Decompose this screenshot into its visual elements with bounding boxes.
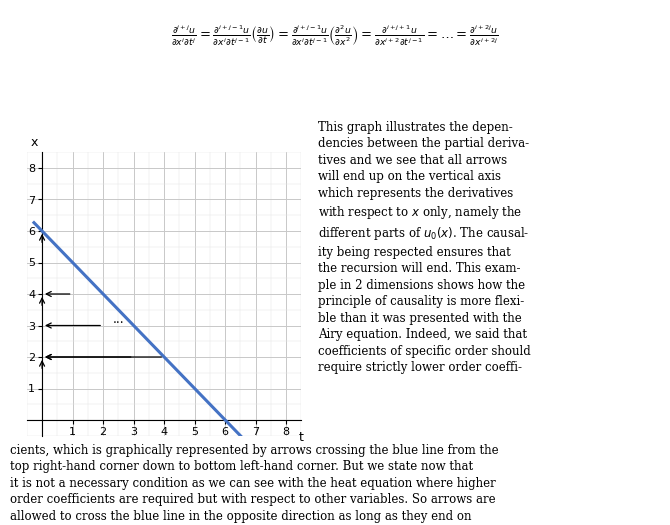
Text: cients, which is graphically represented by arrows crossing the blue line from t: cients, which is graphically represented… [10, 444, 498, 522]
Text: $\frac{\partial^{i+j}u}{\partial x^i\partial t^j} = \frac{\partial^{i+j-1}u}{\pa: $\frac{\partial^{i+j}u}{\partial x^i\par… [172, 24, 498, 48]
Text: ...: ... [113, 313, 124, 326]
Text: x: x [31, 136, 38, 149]
Text: This graph illustrates the depen-
dencies between the partial deriva-
tives and : This graph illustrates the depen- dencie… [318, 121, 531, 374]
Text: t: t [299, 431, 304, 444]
